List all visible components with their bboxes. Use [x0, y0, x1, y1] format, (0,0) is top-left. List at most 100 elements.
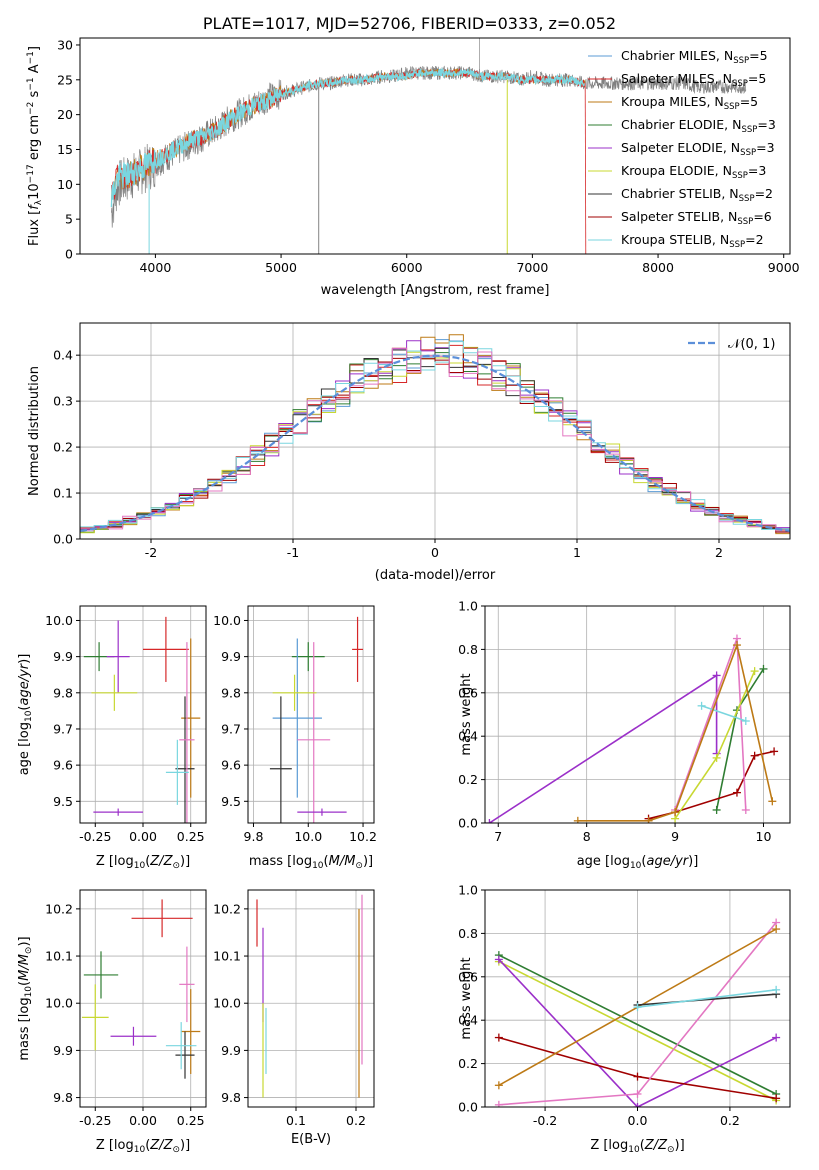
error-bar-point: [272, 638, 322, 798]
y-tick-label: 10.2: [45, 901, 73, 916]
x-tick-label: 9.8: [244, 829, 264, 844]
panel-mass_vs_EBV: 0.1 0.2 9.8 9.9 10.0 10.1 10.2 E(B-V): [213, 889, 375, 1147]
plot-area: [110, 38, 747, 254]
y-tick-label: 15: [57, 142, 73, 157]
error-bar-point: [165, 1022, 197, 1070]
x-tick-label: 4000: [139, 260, 171, 275]
x-axis-label: E(B-V): [291, 1132, 331, 1147]
residual-histogram: [80, 341, 790, 530]
axes-frame: [247, 889, 375, 1108]
spectrum-model-line: [111, 68, 586, 200]
error-bar-point: [269, 696, 292, 823]
y-tick-label: 0.2: [458, 1056, 478, 1071]
y-tick-label: 0.0: [458, 816, 478, 831]
y-tick-label: 9.7: [221, 721, 241, 736]
spectrum-model-drop: [584, 83, 587, 254]
x-tick-label: 0.00: [129, 829, 157, 844]
legend-label: Salpeter STELIB, NSSP=6: [621, 209, 772, 227]
weight-series-line: [488, 673, 718, 823]
x-tick-label: 0.25: [177, 1113, 205, 1128]
panel-weight_vs_age: 7 8 9 10 0.0 0.2 0.4 0.6 0.8 1.0 age [log10(age/yr…: [458, 599, 791, 871]
plot-area: [269, 616, 364, 823]
error-bar-point: [81, 984, 109, 1051]
y-tick-label: 9.8: [221, 1090, 241, 1105]
y-axis-label: Normed distribution: [27, 366, 42, 496]
panel-spectrum: 4000 5000 6000 7000 8000 9000 0 5 10 15 20 25 30 Chab…: [26, 37, 800, 298]
x-tick-label: 0.1: [286, 1113, 306, 1128]
panel-age_vs_mass: 9.8 10.0 10.2 9.5 9.6 9.7 9.8 9.9 10.0 mass [log1…: [213, 605, 377, 871]
x-tick-label: 6000: [391, 260, 423, 275]
y-tick-label: 9.6: [221, 758, 241, 773]
axes-frame: [79, 37, 791, 255]
weight-series-line: [701, 705, 747, 722]
y-tick-label: 0.2: [53, 440, 73, 455]
y-tick-label: 0.4: [53, 348, 73, 363]
y-axis-label: age [log10(age/yr)]: [17, 654, 34, 776]
legend-label: Kroupa STELIB, NSSP=2: [621, 232, 764, 250]
y-tick-label: 10.1: [45, 949, 73, 964]
error-bar-point: [131, 899, 193, 938]
plot-area: [256, 894, 363, 1098]
x-tick-label: 0: [431, 545, 439, 560]
weight-series-line: [637, 993, 777, 1006]
error-bar-point: [175, 1031, 195, 1079]
legend-label: Salpeter ELODIE, NSSP=3: [621, 140, 775, 158]
x-axis-label: Z [log10(Z/Z⊙)]: [96, 854, 190, 871]
weight-series-line: [648, 750, 775, 820]
x-tick-label: 9000: [768, 260, 800, 275]
y-tick-label: 9.9: [53, 649, 73, 664]
x-tick-label: 0.2: [346, 1113, 366, 1128]
error-bar-point: [181, 638, 201, 798]
error-bar-point: [143, 616, 189, 682]
error-bar-point: [165, 739, 189, 805]
residual-histogram: [80, 347, 790, 533]
panel-mass_vs_Z: -0.25 0.00 0.25 9.8 9.9 10.0 10.1 10.2 Z [log10(…: [17, 889, 207, 1155]
panel-residuals: -2 -1 0 1 2 0.0 0.1 0.2 0.3 0.4 𝒩(0, 1) (data-model…: [27, 322, 791, 583]
error-bar-point: [297, 642, 331, 823]
y-tick-label: 0.4: [458, 729, 478, 744]
axes-frame: [484, 605, 791, 824]
y-tick-label: 9.7: [53, 721, 73, 736]
y-tick-label: 10.0: [45, 996, 73, 1011]
panel-weight_vs_Z: -0.2 0.0 0.2 0.0 0.2 0.4 0.6 0.8 1.0 Z [log10(Z/Z…: [458, 883, 791, 1155]
x-tick-label: 10: [756, 829, 772, 844]
legend-label: Chabrier MILES, NSSP=5: [621, 48, 768, 66]
y-tick-label: 0.6: [458, 969, 478, 984]
y-axis-label: mass weight: [459, 957, 474, 1039]
error-bar-point: [83, 951, 119, 999]
x-tick-label: 2: [715, 545, 723, 560]
axes-frame: [247, 605, 375, 824]
legend-label: Chabrier STELIB, NSSP=2: [621, 186, 773, 204]
x-axis-label: mass [log10(M/M⊙)]: [249, 854, 373, 871]
x-tick-label: 10.2: [349, 829, 377, 844]
y-tick-label: 9.5: [221, 794, 241, 809]
legend-label: Kroupa ELODIE, NSSP=3: [621, 163, 766, 181]
y-tick-label: 9.8: [221, 685, 241, 700]
legend-top: Chabrier MILES, NSSP=5 Salpeter MILES, NS…: [588, 48, 776, 250]
weight-series-line: [498, 958, 777, 1107]
error-bar-point: [93, 808, 143, 816]
x-tick-label: 8000: [642, 260, 674, 275]
x-tick-label: 10.0: [294, 829, 322, 844]
x-tick-label: 8: [583, 829, 591, 844]
x-tick-label: 5000: [265, 260, 297, 275]
weight-series-line: [498, 960, 777, 1102]
error-bar-point: [106, 620, 130, 693]
plot-area: [83, 616, 201, 823]
spectrum-model-line: [110, 67, 586, 208]
x-tick-label: -0.2: [533, 1113, 557, 1128]
y-axis-label: mass weight: [459, 673, 474, 755]
y-tick-label: 25: [57, 72, 73, 87]
x-tick-label: 1: [573, 545, 581, 560]
normal-legend-label: 𝒩(0, 1): [728, 337, 775, 352]
error-bar-point: [272, 674, 317, 711]
x-tick-label: 7: [494, 829, 502, 844]
spectrum-model-line: [111, 68, 586, 204]
legend-label: Salpeter MILES, NSSP=5: [621, 71, 766, 89]
y-tick-label: 9.9: [53, 1043, 73, 1058]
y-tick-label: 9.9: [221, 649, 241, 664]
y-tick-label: 5: [65, 212, 73, 227]
y-tick-label: 10.0: [213, 996, 241, 1011]
y-tick-label: 0.0: [53, 532, 73, 547]
